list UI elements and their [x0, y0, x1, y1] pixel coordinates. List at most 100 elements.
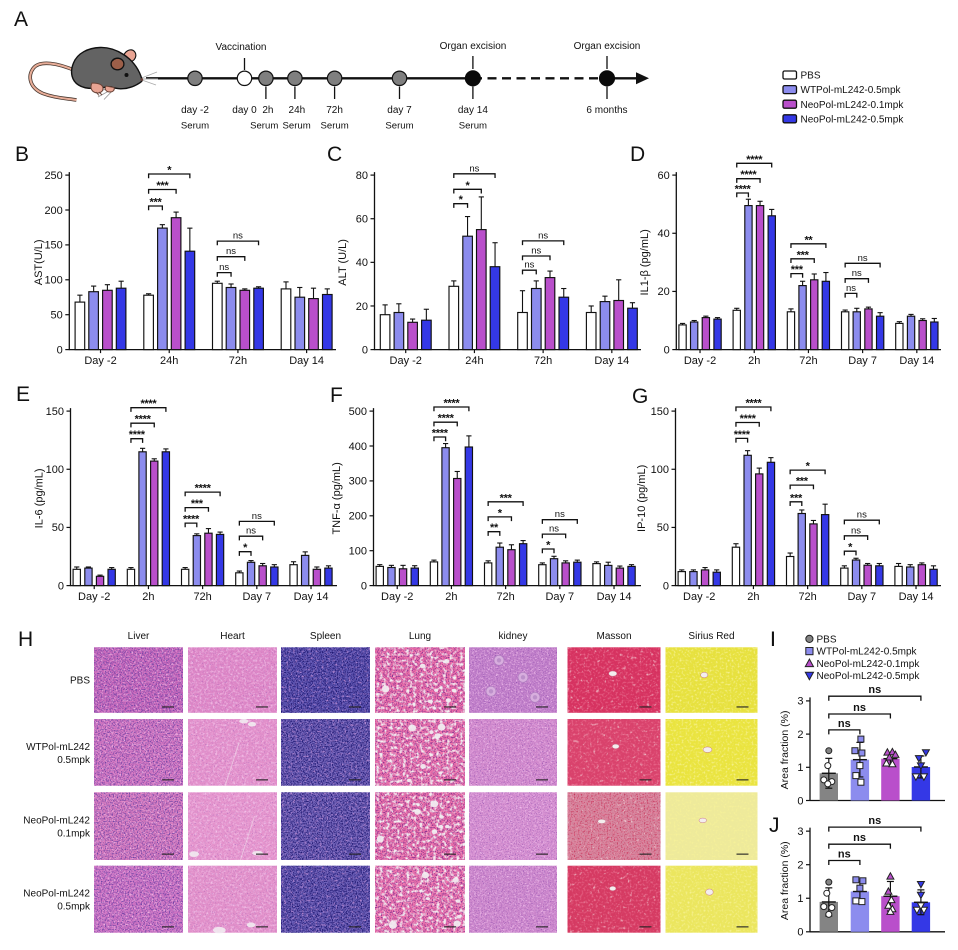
svg-text:Day 14: Day 14: [597, 591, 632, 603]
svg-text:**: **: [804, 234, 813, 246]
svg-text:Day 14: Day 14: [294, 591, 329, 603]
svg-text:****: ****: [438, 413, 455, 425]
svg-text:***: ***: [500, 492, 513, 504]
svg-text:ns: ns: [857, 510, 867, 521]
svg-text:kidney: kidney: [499, 631, 528, 642]
svg-text:J: J: [769, 814, 780, 837]
svg-text:150: 150: [651, 406, 669, 418]
svg-text:3: 3: [797, 826, 803, 838]
svg-text:G: G: [632, 385, 648, 408]
svg-text:***: ***: [790, 492, 803, 504]
svg-text:Spleen: Spleen: [310, 631, 341, 642]
svg-text:72h: 72h: [193, 591, 211, 603]
svg-text:Day 7: Day 7: [242, 591, 271, 603]
svg-text:Day -2: Day -2: [683, 591, 715, 603]
svg-text:0: 0: [797, 927, 803, 939]
svg-text:60: 60: [356, 214, 368, 226]
svg-text:ns: ns: [838, 849, 851, 861]
svg-text:400: 400: [349, 441, 367, 453]
svg-text:NeoPol-mL242-0.5mpk: NeoPol-mL242-0.5mpk: [817, 671, 921, 682]
svg-text:0.5mpk: 0.5mpk: [57, 902, 91, 913]
svg-text:100: 100: [651, 464, 669, 476]
svg-text:2: 2: [797, 860, 803, 872]
svg-text:72h: 72h: [798, 591, 816, 603]
svg-text:20: 20: [356, 301, 368, 313]
svg-text:PBS: PBS: [801, 71, 821, 82]
svg-text:D: D: [630, 143, 645, 166]
svg-text:*: *: [243, 542, 248, 554]
svg-text:72h: 72h: [326, 105, 343, 116]
svg-text:Lung: Lung: [409, 631, 431, 642]
svg-text:*: *: [498, 507, 503, 519]
svg-text:ns: ns: [838, 718, 851, 730]
svg-text:Serum: Serum: [459, 121, 487, 132]
svg-text:100: 100: [44, 275, 62, 287]
svg-text:ns: ns: [538, 230, 548, 241]
svg-text:NeoPol-mL242-0.1mpk: NeoPol-mL242-0.1mpk: [817, 659, 921, 670]
svg-text:*: *: [466, 180, 471, 192]
svg-text:200: 200: [349, 511, 367, 523]
svg-text:20: 20: [658, 286, 670, 298]
svg-text:I: I: [770, 628, 776, 651]
svg-text:Organ excision: Organ excision: [440, 41, 507, 52]
svg-text:****: ****: [745, 398, 762, 410]
svg-text:0: 0: [664, 344, 670, 356]
svg-text:50: 50: [657, 522, 669, 534]
svg-text:2h: 2h: [748, 355, 760, 367]
svg-text:Day -2: Day -2: [78, 591, 110, 603]
svg-text:****: ****: [432, 428, 449, 440]
svg-text:100: 100: [349, 546, 367, 558]
svg-text:Day 7: Day 7: [848, 355, 877, 367]
svg-text:300: 300: [349, 476, 367, 488]
svg-text:Day 7: Day 7: [847, 591, 876, 603]
svg-text:****: ****: [443, 398, 460, 410]
svg-text:IL-6 (pg/mL): IL-6 (pg/mL): [34, 468, 46, 528]
svg-text:80: 80: [356, 170, 368, 182]
svg-text:Day -2: Day -2: [390, 355, 422, 367]
svg-text:72h: 72h: [229, 355, 247, 367]
svg-text:24h: 24h: [160, 355, 178, 367]
svg-text:C: C: [327, 143, 342, 166]
svg-text:100: 100: [46, 464, 64, 476]
svg-text:ns: ns: [853, 702, 866, 714]
svg-text:Serum: Serum: [250, 121, 278, 132]
svg-text:IL1-β (pg/mL): IL1-β (pg/mL): [639, 229, 651, 295]
svg-text:Serum: Serum: [320, 121, 348, 132]
svg-text:A: A: [14, 8, 28, 31]
svg-text:****: ****: [734, 429, 751, 441]
svg-text:day 0: day 0: [232, 105, 257, 116]
svg-text:1: 1: [797, 762, 803, 774]
svg-text:0: 0: [797, 795, 803, 807]
svg-text:ns: ns: [549, 524, 559, 535]
svg-text:0.5mpk: 0.5mpk: [57, 755, 91, 766]
svg-text:ns: ns: [868, 815, 881, 827]
svg-text:ALT (U/L): ALT (U/L): [337, 239, 349, 286]
svg-text:NeoPol-mL242: NeoPol-mL242: [23, 889, 90, 900]
svg-text:0: 0: [58, 580, 64, 592]
svg-text:ns: ns: [524, 260, 534, 271]
svg-text:NeoPol-mL242: NeoPol-mL242: [23, 816, 90, 827]
svg-text:****: ****: [135, 414, 152, 426]
svg-text:ns: ns: [858, 253, 868, 264]
svg-text:ns: ns: [846, 283, 856, 294]
svg-text:2h: 2h: [142, 591, 154, 603]
svg-text:***: ***: [791, 264, 804, 276]
svg-text:day -2: day -2: [181, 105, 209, 116]
svg-text:24h: 24h: [465, 355, 483, 367]
svg-text:Serum: Serum: [282, 121, 310, 132]
svg-text:Vaccination: Vaccination: [216, 42, 267, 53]
svg-text:Masson: Masson: [596, 631, 631, 642]
svg-text:6 months: 6 months: [586, 105, 627, 116]
svg-text:day 14: day 14: [458, 105, 488, 116]
svg-text:40: 40: [356, 257, 368, 269]
svg-text:Day 14: Day 14: [899, 591, 934, 603]
svg-text:250: 250: [44, 170, 62, 182]
svg-text:****: ****: [195, 483, 212, 495]
svg-text:*: *: [167, 165, 172, 177]
svg-text:B: B: [15, 143, 29, 166]
svg-text:I: I: [770, 628, 776, 651]
svg-text:****: ****: [746, 154, 763, 166]
svg-text:24h: 24h: [289, 105, 306, 116]
svg-text:ns: ns: [226, 246, 236, 257]
svg-text:***: ***: [797, 249, 810, 261]
